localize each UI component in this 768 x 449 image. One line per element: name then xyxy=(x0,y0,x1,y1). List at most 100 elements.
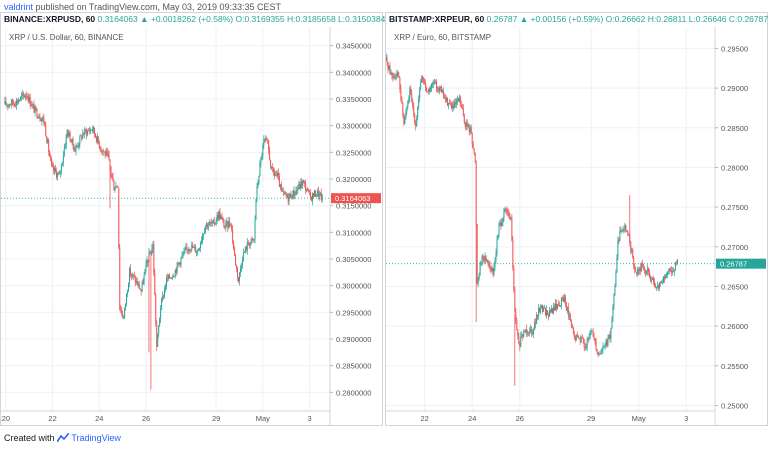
candle xyxy=(16,100,18,106)
candle xyxy=(57,173,59,175)
candle xyxy=(594,338,596,341)
candle xyxy=(173,276,175,278)
candle xyxy=(200,243,202,248)
candle xyxy=(265,139,267,141)
candle xyxy=(184,249,186,251)
candle xyxy=(55,171,57,178)
candle xyxy=(311,197,313,201)
candle xyxy=(109,159,111,167)
candle xyxy=(72,138,74,146)
candle xyxy=(571,324,573,328)
y-tick-label: 0.2950000 xyxy=(336,308,371,317)
candle xyxy=(386,57,388,63)
y-tick-label: 0.27000 xyxy=(721,243,748,252)
candle xyxy=(430,88,432,92)
candle xyxy=(38,117,40,119)
candle xyxy=(539,308,541,313)
candle xyxy=(645,271,647,274)
candle xyxy=(243,252,245,253)
candle xyxy=(58,173,60,175)
candle xyxy=(486,260,488,262)
candle xyxy=(45,125,47,137)
candle xyxy=(592,330,594,337)
candle xyxy=(632,249,634,259)
candle xyxy=(274,171,276,176)
x-tick-label: 22 xyxy=(420,414,428,423)
candle xyxy=(644,267,646,272)
candle xyxy=(568,315,570,317)
symbol-line-xrpeur: BITSTAMP:XRPEUR, 60 0.26787 ▲ +0.00156 (… xyxy=(389,14,768,24)
y-tick-label: 0.29000 xyxy=(721,84,748,93)
candle xyxy=(305,183,307,191)
candle xyxy=(442,90,444,98)
candle xyxy=(596,349,598,353)
candle xyxy=(298,183,300,190)
candle xyxy=(46,136,48,143)
candle xyxy=(189,249,191,251)
candle xyxy=(232,229,234,242)
candle xyxy=(19,96,21,101)
candle xyxy=(427,91,429,93)
candle xyxy=(316,190,318,195)
candle xyxy=(203,231,205,234)
candle xyxy=(667,270,669,272)
candle xyxy=(167,274,169,279)
candle xyxy=(404,119,406,124)
candle xyxy=(227,221,229,228)
candle xyxy=(239,268,241,273)
candle xyxy=(113,180,115,191)
candle xyxy=(462,108,464,116)
candle xyxy=(449,103,451,105)
candle xyxy=(180,257,182,265)
candle xyxy=(6,104,8,106)
candle xyxy=(163,295,165,297)
candle xyxy=(502,218,504,223)
y-tick-label: 0.27500 xyxy=(721,203,748,212)
candle xyxy=(309,190,311,192)
candle xyxy=(514,290,516,312)
y-tick-label: 0.26500 xyxy=(721,282,748,291)
candle xyxy=(461,106,463,109)
candle xyxy=(9,104,11,106)
chart-panel-xrpusd[interactable]: 0.3450000 0.3400000 0.3350000 0.3300000 0.32… xyxy=(0,12,436,426)
chart-canvas-xrpusd[interactable]: 0.3450000 0.3400000 0.3350000 0.3300000 0.32… xyxy=(1,13,382,425)
candle xyxy=(320,192,322,200)
candle xyxy=(141,282,143,292)
chart-panel-xrpeur[interactable]: 0.29500 0.29000 0.28500 0.28000 0.27500 0.270… xyxy=(385,12,768,426)
y-tick-label: 0.3050000 xyxy=(336,255,371,264)
candle xyxy=(290,193,292,199)
candle xyxy=(228,221,230,228)
candle xyxy=(267,140,269,142)
x-tick-label: 24 xyxy=(468,414,476,423)
candle xyxy=(558,304,560,307)
candle xyxy=(194,246,196,248)
candle xyxy=(566,307,568,311)
tradingview-link[interactable]: TradingView xyxy=(71,433,121,443)
candle xyxy=(573,332,575,337)
candle xyxy=(484,256,486,261)
candle xyxy=(146,260,148,263)
candle xyxy=(520,336,522,347)
candle xyxy=(410,88,412,95)
candle xyxy=(660,282,662,284)
candle xyxy=(610,328,612,339)
candle xyxy=(501,222,503,226)
candle xyxy=(598,353,600,355)
candle xyxy=(93,127,95,134)
candle xyxy=(533,329,535,334)
candle xyxy=(132,274,134,276)
candle xyxy=(107,152,109,156)
y-tick-label: 0.2850000 xyxy=(336,362,371,371)
candle xyxy=(116,185,118,187)
candle xyxy=(242,252,244,261)
candle xyxy=(550,310,551,312)
candle xyxy=(569,315,571,320)
candle xyxy=(199,247,201,250)
candle xyxy=(518,335,520,344)
chart-canvas-xrpeur[interactable]: 0.29500 0.29000 0.28500 0.28000 0.27500 0.270… xyxy=(386,13,767,425)
candle xyxy=(534,322,536,330)
tradingview-logo-icon xyxy=(56,432,71,443)
candle xyxy=(512,239,514,269)
author-link[interactable]: valdrint xyxy=(4,2,34,12)
candle xyxy=(106,151,108,153)
